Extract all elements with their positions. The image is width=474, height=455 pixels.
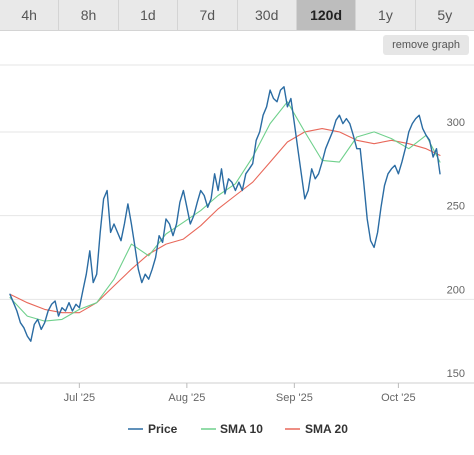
tab-30d[interactable]: 30d bbox=[237, 0, 297, 30]
x-tick-label: Oct '25 bbox=[381, 392, 416, 404]
tab-1d[interactable]: 1d bbox=[118, 0, 179, 30]
legend-layer: Price SMA 10 SMA 20 bbox=[128, 422, 348, 436]
y-tick-label: 200 bbox=[447, 284, 465, 296]
tab-120d[interactable]: 120d bbox=[296, 0, 357, 30]
tab-5y[interactable]: 5y bbox=[415, 0, 474, 30]
tab-4h[interactable]: 4h bbox=[0, 0, 60, 30]
series-line-price bbox=[9, 86, 441, 342]
x-tick-label: Jul '25 bbox=[64, 392, 95, 404]
grid-layer bbox=[0, 64, 474, 384]
legend-label: Price bbox=[148, 422, 178, 436]
x-tick-label: Aug '25 bbox=[168, 392, 205, 404]
timeframe-tabs: 4h 8h 1d 7d 30d 120d 1y 5y bbox=[0, 0, 474, 31]
legend-label: SMA 10 bbox=[220, 422, 263, 436]
x-tick-label: Sep '25 bbox=[276, 392, 313, 404]
tab-7d[interactable]: 7d bbox=[178, 0, 238, 30]
remove-graph-button[interactable]: remove graph bbox=[383, 35, 469, 55]
axis-layer: 150 200 250 300 Jul '25 Aug '25 Sep '25 Oct '25 bbox=[0, 117, 474, 404]
y-tick-label: 250 bbox=[447, 201, 465, 213]
y-tick-label: 150 bbox=[447, 368, 465, 380]
legend-label: SMA 20 bbox=[305, 422, 348, 436]
tab-1y[interactable]: 1y bbox=[356, 0, 416, 30]
series-line-sma-10 bbox=[9, 101, 441, 322]
series-line-sma-20 bbox=[9, 128, 441, 314]
y-tick-label: 300 bbox=[447, 117, 465, 129]
series-layer bbox=[9, 86, 441, 342]
tab-8h[interactable]: 8h bbox=[59, 0, 119, 30]
